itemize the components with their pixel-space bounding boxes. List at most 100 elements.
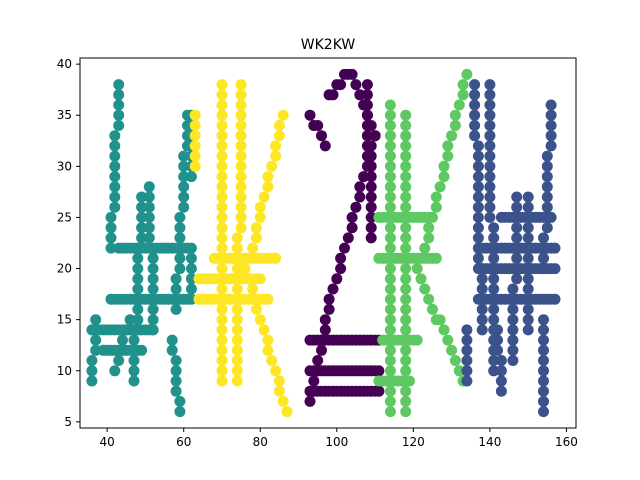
data-point-series-5 bbox=[484, 160, 496, 172]
data-point-series-4 bbox=[438, 171, 450, 183]
data-point-series-5 bbox=[488, 232, 500, 244]
data-point-series-4 bbox=[384, 181, 396, 193]
data-point-series-2 bbox=[216, 334, 228, 346]
data-point-series-5 bbox=[522, 314, 534, 326]
data-point-series-4 bbox=[400, 324, 412, 336]
data-point-series-4 bbox=[400, 314, 412, 326]
data-point-series-4 bbox=[423, 232, 435, 244]
data-point-series-5 bbox=[469, 79, 481, 91]
data-point-series-1 bbox=[147, 324, 159, 336]
data-point-series-1 bbox=[174, 263, 186, 275]
data-point-series-1 bbox=[143, 191, 155, 203]
data-point-series-5 bbox=[541, 171, 553, 183]
y-tick-label: 25 bbox=[57, 210, 72, 224]
data-point-series-5 bbox=[469, 120, 481, 131]
y-tick-label: 20 bbox=[57, 262, 72, 276]
y-tick-label: 15 bbox=[57, 313, 72, 327]
data-point-series-5 bbox=[492, 324, 503, 336]
data-point-series-2 bbox=[216, 201, 228, 213]
data-point-series-2 bbox=[216, 191, 228, 203]
x-tick-label: 140 bbox=[478, 435, 501, 449]
data-point-series-3 bbox=[316, 130, 327, 142]
data-point-series-4 bbox=[434, 181, 446, 193]
data-point-series-1 bbox=[136, 344, 148, 356]
data-point-series-1 bbox=[170, 355, 182, 366]
data-point-series-4 bbox=[384, 222, 396, 234]
data-point-series-5 bbox=[469, 109, 481, 121]
data-point-series-4 bbox=[384, 99, 396, 111]
data-point-series-5 bbox=[522, 232, 534, 244]
data-point-series-4 bbox=[384, 406, 396, 418]
data-point-series-1 bbox=[86, 365, 98, 377]
data-point-series-5 bbox=[495, 355, 507, 366]
data-point-series-3 bbox=[335, 79, 347, 91]
data-point-series-1 bbox=[136, 232, 148, 244]
data-point-series-2 bbox=[235, 120, 247, 131]
data-point-series-4 bbox=[427, 303, 438, 315]
data-point-series-5 bbox=[472, 222, 484, 234]
data-point-series-4 bbox=[423, 222, 435, 234]
data-point-series-2 bbox=[235, 150, 247, 162]
data-point-series-4 bbox=[400, 283, 412, 295]
x-tick-label: 100 bbox=[325, 435, 348, 449]
data-point-series-5 bbox=[541, 191, 553, 203]
data-point-series-5 bbox=[472, 160, 484, 172]
y-tick-label: 40 bbox=[57, 57, 72, 71]
data-point-series-5 bbox=[538, 395, 549, 407]
data-point-series-2 bbox=[231, 365, 243, 377]
data-point-series-4 bbox=[400, 242, 412, 254]
data-point-series-1 bbox=[136, 201, 148, 213]
data-point-series-5 bbox=[469, 130, 481, 142]
data-point-series-3 bbox=[327, 89, 339, 101]
data-point-series-2 bbox=[216, 130, 228, 142]
data-point-series-3 bbox=[365, 171, 377, 183]
data-point-series-2 bbox=[273, 385, 285, 397]
data-point-series-2 bbox=[273, 375, 285, 387]
data-point-series-2 bbox=[216, 89, 228, 101]
data-point-series-2 bbox=[262, 181, 274, 193]
data-point-series-2 bbox=[216, 242, 228, 254]
data-point-series-3 bbox=[342, 68, 354, 80]
data-point-series-4 bbox=[400, 130, 412, 142]
data-point-series-1 bbox=[90, 314, 102, 326]
data-point-series-4 bbox=[400, 109, 412, 121]
data-point-series-1 bbox=[166, 344, 178, 356]
data-point-series-2 bbox=[270, 140, 282, 152]
data-point-series-5 bbox=[538, 232, 549, 244]
data-point-series-3 bbox=[361, 150, 373, 162]
data-point-series-5 bbox=[469, 99, 481, 111]
data-point-series-4 bbox=[400, 232, 412, 244]
data-point-series-2 bbox=[254, 314, 266, 326]
data-point-series-4 bbox=[430, 252, 442, 264]
data-point-series-1 bbox=[109, 150, 121, 162]
data-point-series-5 bbox=[484, 120, 496, 131]
data-point-series-1 bbox=[185, 263, 197, 275]
data-point-series-5 bbox=[538, 385, 549, 397]
data-point-series-2 bbox=[231, 242, 243, 254]
data-point-series-2 bbox=[231, 232, 243, 244]
data-point-series-3 bbox=[373, 365, 385, 377]
data-point-series-2 bbox=[254, 211, 266, 223]
data-point-series-2 bbox=[216, 140, 228, 152]
data-point-series-2 bbox=[216, 222, 228, 234]
plot-frame bbox=[79, 57, 577, 429]
data-point-series-1 bbox=[105, 211, 117, 223]
data-point-series-2 bbox=[254, 273, 266, 285]
data-point-series-1 bbox=[143, 232, 155, 244]
data-point-series-1 bbox=[185, 242, 197, 254]
y-axis: 5 10 15 20 25 30 35 40 bbox=[57, 57, 80, 429]
data-point-series-2 bbox=[270, 150, 282, 162]
data-point-series-1 bbox=[90, 344, 102, 356]
data-point-series-4 bbox=[384, 314, 396, 326]
data-point-series-2 bbox=[277, 395, 289, 407]
data-point-series-2 bbox=[231, 263, 243, 275]
data-point-series-2 bbox=[216, 324, 228, 336]
data-point-series-3 bbox=[350, 201, 362, 213]
data-point-series-3 bbox=[361, 130, 373, 142]
data-point-series-5 bbox=[488, 252, 500, 264]
data-point-series-5 bbox=[476, 273, 488, 285]
data-point-series-1 bbox=[132, 314, 144, 326]
data-point-series-4 bbox=[384, 283, 396, 295]
data-point-series-1 bbox=[124, 314, 136, 326]
data-point-series-4 bbox=[415, 273, 427, 285]
